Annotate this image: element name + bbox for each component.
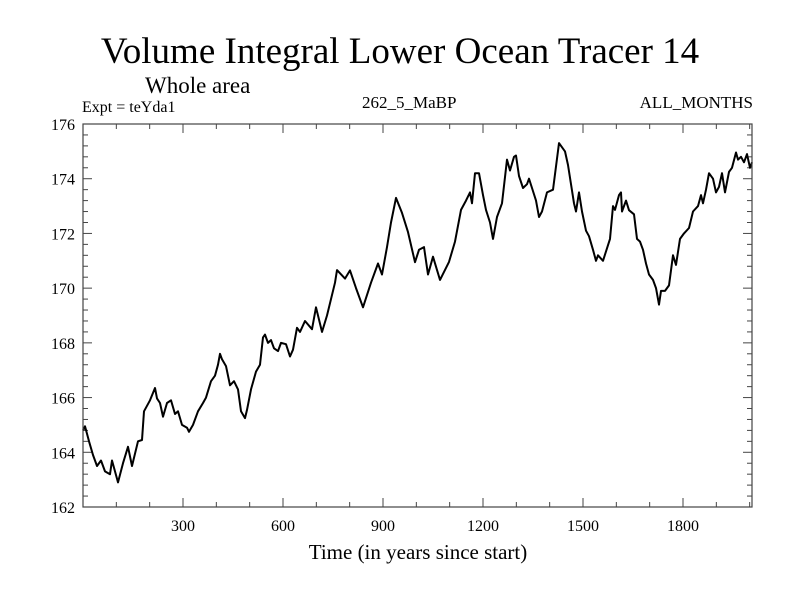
- y-tick-label: 170: [51, 281, 75, 298]
- period-label: 262_5_MaBP: [362, 93, 457, 112]
- x-tick-label: 1500: [567, 518, 599, 535]
- y-tick-label: 172: [51, 226, 75, 243]
- x-tick-label: 600: [271, 518, 295, 535]
- x-tick-label: 1800: [667, 518, 699, 535]
- series-group: [82, 142, 753, 484]
- y-tick-label: 174: [51, 172, 75, 189]
- series-line: [82, 142, 753, 484]
- y-tick-label: 166: [51, 391, 75, 408]
- chart-subtitle: Whole area: [145, 73, 251, 98]
- y-tick-label: 162: [51, 500, 75, 517]
- axis-tick-labels: 300 600 900 1200 1500 1800 162 164 166 168 170 172 1…: [51, 117, 699, 535]
- y-tick-label: 176: [51, 117, 75, 134]
- months-label: ALL_MONTHS: [639, 93, 753, 112]
- x-tick-label: 300: [171, 518, 195, 535]
- chart-title: Volume Integral Lower Ocean Tracer 14: [100, 31, 700, 72]
- x-axis-label: Time (in years since start): [308, 540, 528, 564]
- axis-ticks: [83, 124, 752, 507]
- plot-frame: [82, 123, 753, 508]
- x-tick-label: 900: [371, 518, 395, 535]
- y-tick-label: 164: [51, 445, 75, 462]
- x-tick-label: 1200: [467, 518, 499, 535]
- experiment-label: Expt = teYda1: [82, 99, 176, 116]
- y-tick-label: 168: [51, 336, 75, 353]
